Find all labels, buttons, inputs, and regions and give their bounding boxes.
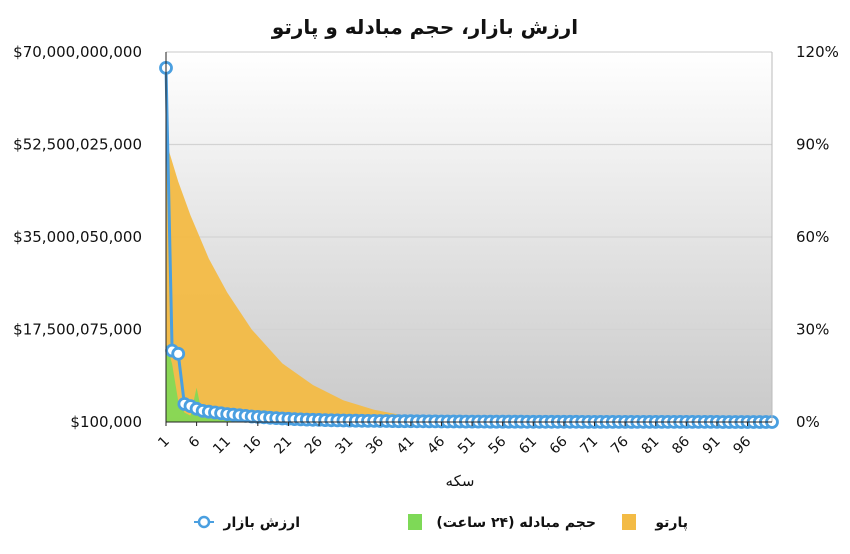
legend-item-market-cap[interactable]: ارزش بازار xyxy=(194,515,300,531)
x-tick-label: 66 xyxy=(547,433,571,457)
left-tick-label: $35,000,050,000 xyxy=(13,228,142,246)
market-cap-point xyxy=(171,346,186,361)
x-tick-label: 46 xyxy=(424,433,448,457)
legend-swatch-volume xyxy=(408,514,422,530)
x-tick-label: 11 xyxy=(210,434,234,458)
legend-swatch-market-cap-marker xyxy=(197,515,211,529)
x-tick-label: 71 xyxy=(577,434,601,458)
chart-title: ارزش بازار، حجم مبادله و پارتو xyxy=(271,15,578,40)
pareto-area xyxy=(166,141,772,422)
legend-item-volume[interactable]: حجم مبادله (۲۴ ساعت) xyxy=(408,514,596,531)
x-tick-label: 26 xyxy=(302,433,326,457)
x-tick-label: 61 xyxy=(516,434,540,458)
right-tick-label: 60% xyxy=(796,228,829,246)
x-tick-label: 51 xyxy=(455,434,479,458)
legend-label-pareto: پارتو xyxy=(654,515,688,531)
legend-swatch-pareto xyxy=(622,514,636,530)
right-tick-label: 120% xyxy=(796,43,839,61)
right-tick-label: 30% xyxy=(796,321,829,339)
left-axis-ticks: $100,000 $17,500,075,000 $35,000,050,000 $5… xyxy=(13,43,142,431)
x-tick-label: 41 xyxy=(394,434,418,458)
legend-label-volume: حجم مبادله (۲۴ ساعت) xyxy=(436,515,596,531)
x-tick-label: 86 xyxy=(669,433,693,457)
x-tick-label: 1 xyxy=(155,434,173,452)
right-tick-label: 90% xyxy=(796,136,829,154)
left-tick-label: $52,500,025,000 xyxy=(13,136,142,154)
x-tick-label: 21 xyxy=(271,434,295,458)
pareto-layer xyxy=(166,141,772,422)
x-tick-label: 56 xyxy=(486,433,510,457)
left-tick-label: $17,500,075,000 xyxy=(13,321,142,339)
gridlines xyxy=(166,51,772,331)
x-tick-label: 36 xyxy=(363,433,387,457)
legend: پارتو حجم مبادله (۲۴ ساعت) ارزش بازار xyxy=(194,514,688,531)
x-tick-label: 91 xyxy=(700,434,724,458)
x-tick-label: 6 xyxy=(186,433,204,451)
legend-item-pareto[interactable]: پارتو xyxy=(622,514,688,531)
right-axis-ticks: 0% 30% 60% 90% 120% xyxy=(796,43,839,431)
x-tick-label: 76 xyxy=(608,433,632,457)
x-tick-label: 31 xyxy=(333,434,357,458)
left-tick-label: $70,000,000,000 xyxy=(13,43,142,61)
right-tick-label: 0% xyxy=(796,413,820,431)
legend-label-market-cap: ارزش بازار xyxy=(222,515,300,531)
x-axis-title: سکه xyxy=(446,472,475,490)
x-tick-label: 81 xyxy=(639,434,663,458)
x-tick-label: 16 xyxy=(241,433,265,457)
x-tick-label: 96 xyxy=(730,433,754,457)
left-tick-label: $100,000 xyxy=(70,413,142,431)
